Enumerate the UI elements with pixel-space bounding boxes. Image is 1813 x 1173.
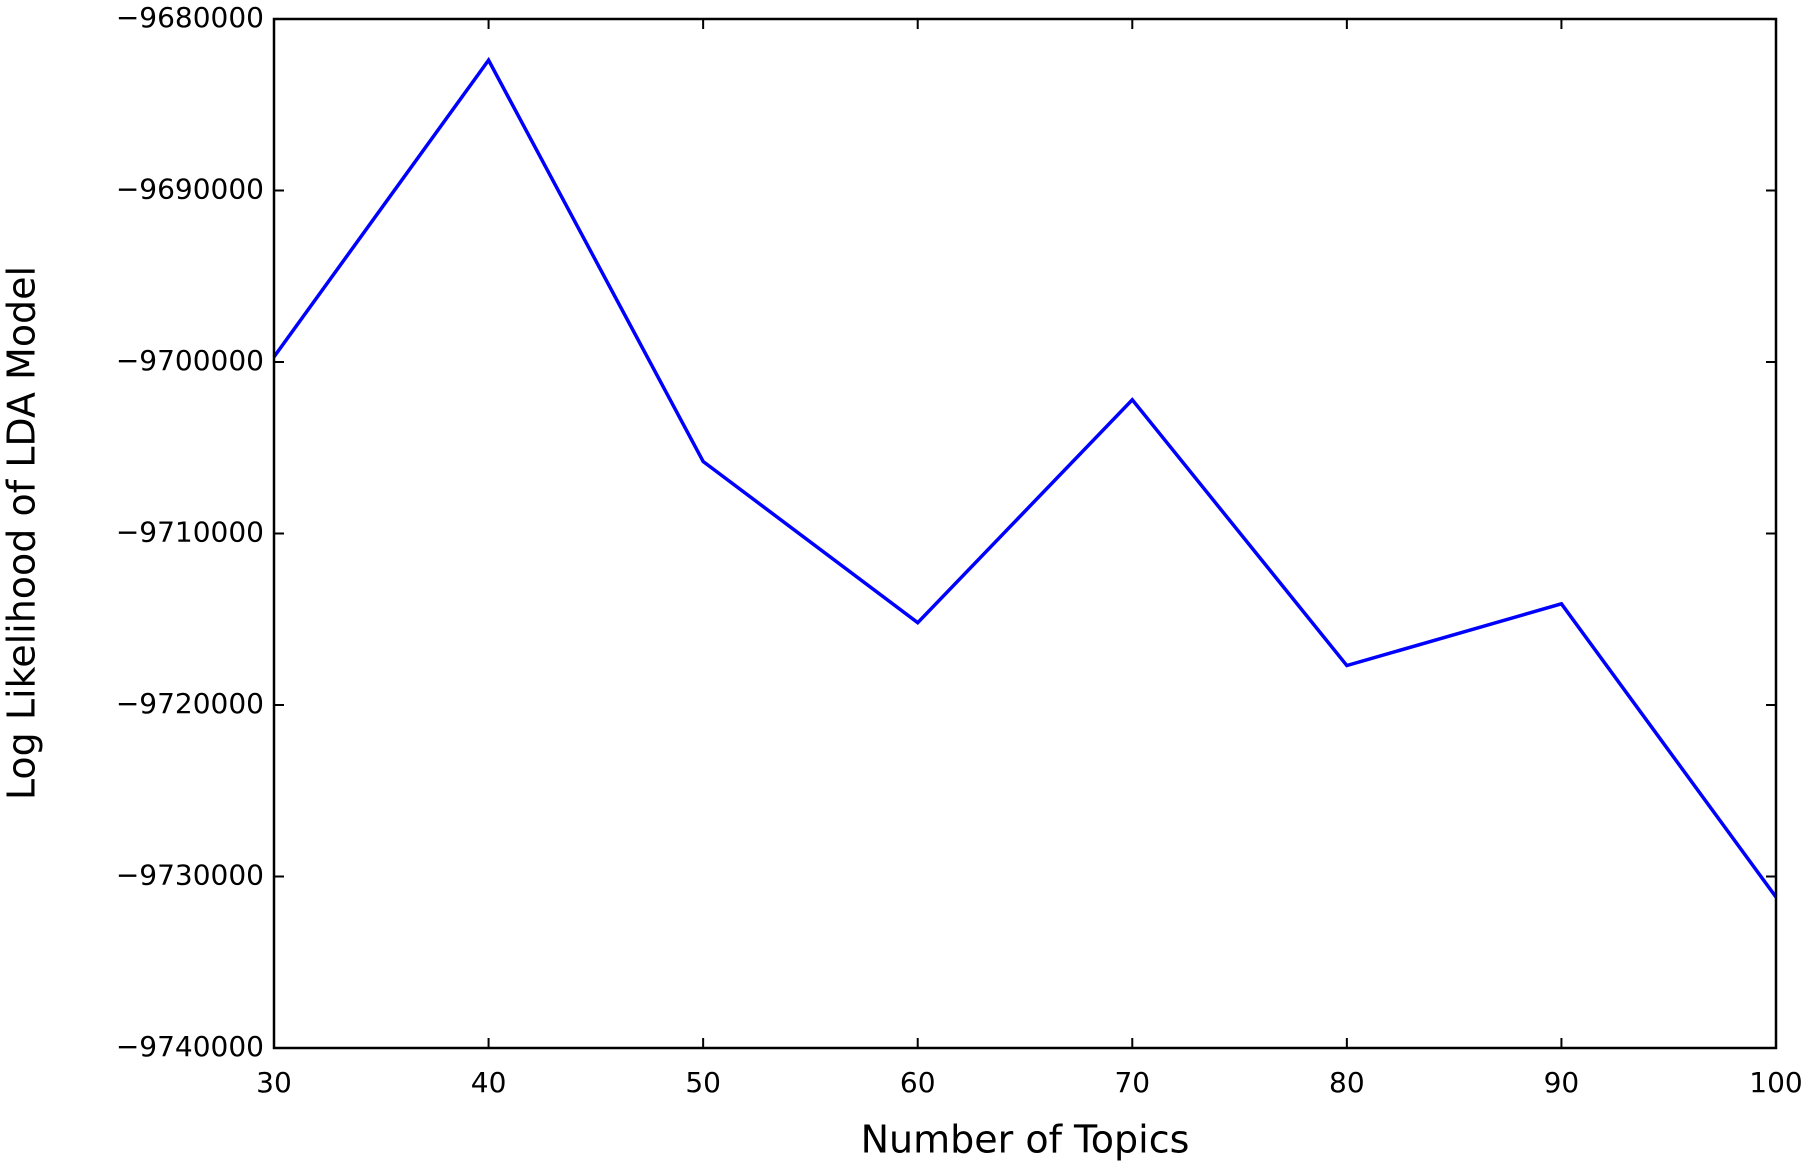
x-tick-label: 50 [685, 1066, 721, 1099]
y-tick-label: −9740000 [116, 1030, 264, 1063]
x-axis-label: Number of Topics [861, 1118, 1190, 1162]
x-tick-label: 40 [471, 1066, 507, 1099]
y-tick-label: −9700000 [116, 344, 264, 377]
y-tick-label: −9710000 [116, 516, 264, 549]
plot-frame [272, 17, 1778, 1050]
y-tick-label: −9730000 [116, 859, 264, 892]
line-series [272, 56, 1778, 899]
y-tick-label: −9720000 [116, 687, 264, 720]
x-tick-label: 60 [900, 1066, 936, 1099]
y-tick-label: −9690000 [116, 173, 264, 206]
x-tick-label: 100 [1749, 1066, 1802, 1099]
x-tick-label: 80 [1329, 1066, 1365, 1099]
y-tick-label: −9680000 [116, 1, 264, 34]
x-tick-label: 30 [256, 1066, 292, 1099]
x-tick-label: 70 [1114, 1066, 1150, 1099]
x-tick-label: 90 [1544, 1066, 1580, 1099]
y-axis-label: Log Likelihood of LDA Model [0, 266, 44, 800]
